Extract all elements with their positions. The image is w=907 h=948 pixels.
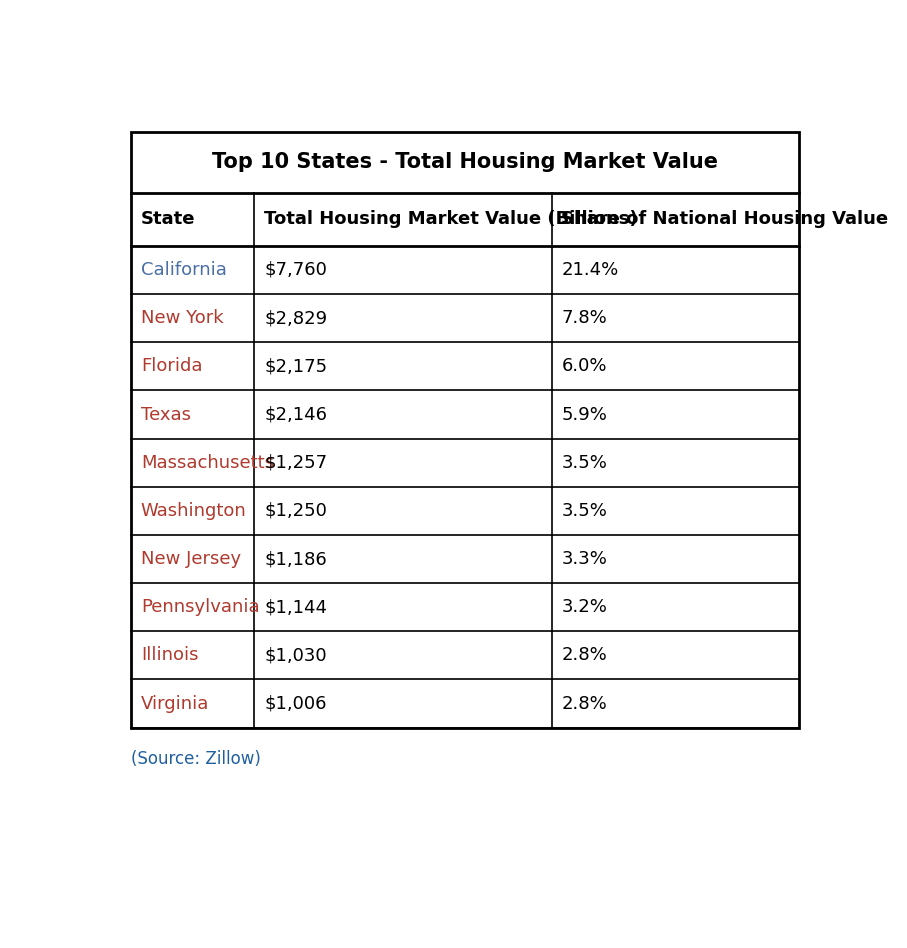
Text: California: California <box>141 261 227 279</box>
Text: 3.5%: 3.5% <box>561 454 608 472</box>
Text: 5.9%: 5.9% <box>561 406 608 424</box>
Text: $1,186: $1,186 <box>264 550 327 568</box>
Text: New Jersey: New Jersey <box>141 550 241 568</box>
Text: Florida: Florida <box>141 357 202 375</box>
Text: Washington: Washington <box>141 501 247 520</box>
Text: 3.3%: 3.3% <box>561 550 608 568</box>
Text: $7,760: $7,760 <box>264 261 327 279</box>
Text: Total Housing Market Value (Billions): Total Housing Market Value (Billions) <box>264 210 638 228</box>
Text: $2,146: $2,146 <box>264 406 327 424</box>
Text: Virginia: Virginia <box>141 695 210 713</box>
Text: $1,006: $1,006 <box>264 695 327 713</box>
Text: New York: New York <box>141 309 223 327</box>
Text: 6.0%: 6.0% <box>561 357 607 375</box>
Text: (Source: Zillow): (Source: Zillow) <box>131 750 261 768</box>
Text: $1,144: $1,144 <box>264 598 327 616</box>
Text: Illinois: Illinois <box>141 647 199 665</box>
Text: 3.2%: 3.2% <box>561 598 608 616</box>
Text: $1,250: $1,250 <box>264 501 327 520</box>
Text: Pennsylvania: Pennsylvania <box>141 598 259 616</box>
Bar <box>131 132 799 728</box>
Text: Massachusetts: Massachusetts <box>141 454 274 472</box>
Text: $2,175: $2,175 <box>264 357 327 375</box>
Text: 2.8%: 2.8% <box>561 695 608 713</box>
Text: Top 10 States - Total Housing Market Value: Top 10 States - Total Housing Market Val… <box>212 153 717 173</box>
Text: $1,257: $1,257 <box>264 454 327 472</box>
Text: 21.4%: 21.4% <box>561 261 619 279</box>
Text: 3.5%: 3.5% <box>561 501 608 520</box>
Text: 7.8%: 7.8% <box>561 309 608 327</box>
Text: Share of National Housing Value: Share of National Housing Value <box>561 210 889 228</box>
Text: State: State <box>141 210 195 228</box>
Text: 2.8%: 2.8% <box>561 647 608 665</box>
Text: Texas: Texas <box>141 406 190 424</box>
Text: $1,030: $1,030 <box>264 647 327 665</box>
Text: $2,829: $2,829 <box>264 309 327 327</box>
